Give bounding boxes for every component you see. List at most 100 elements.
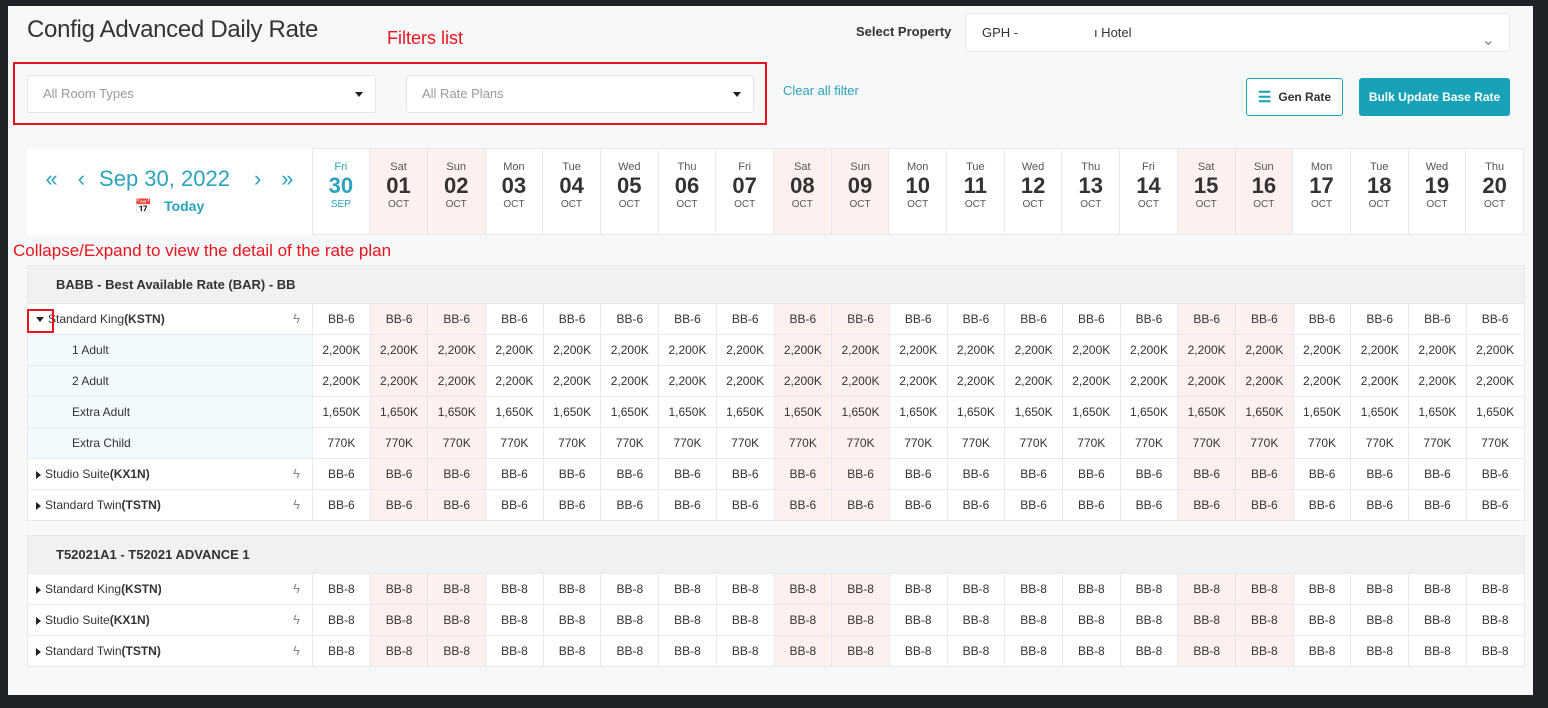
rate-cell[interactable]: 770K bbox=[888, 427, 948, 459]
rate-cell[interactable]: BB-8 bbox=[427, 635, 487, 667]
rate-cell[interactable]: BB-8 bbox=[658, 604, 717, 636]
rate-cell[interactable]: 1,650K bbox=[1119, 396, 1179, 428]
rate-cell[interactable]: BB-8 bbox=[1177, 635, 1236, 667]
rate-cell[interactable]: 2,200K bbox=[485, 334, 544, 366]
clear-all-filter-link[interactable]: Clear all filter bbox=[783, 83, 859, 98]
rate-cell[interactable]: BB-8 bbox=[1350, 635, 1410, 667]
rate-cell[interactable]: BB-8 bbox=[1004, 573, 1063, 605]
rate-cell[interactable]: BB-6 bbox=[542, 303, 602, 335]
rate-cell[interactable]: BB-8 bbox=[946, 604, 1006, 636]
rate-cell[interactable]: 770K bbox=[1235, 427, 1294, 459]
rate-cell[interactable]: 2,200K bbox=[946, 365, 1006, 397]
rate-cell[interactable]: BB-8 bbox=[369, 604, 429, 636]
rate-cell[interactable]: 770K bbox=[773, 427, 833, 459]
rate-cell[interactable]: BB-8 bbox=[715, 573, 775, 605]
rate-cell[interactable]: 770K bbox=[715, 427, 775, 459]
bolt-icon[interactable]: ϟ bbox=[293, 581, 300, 596]
rate-cell[interactable]: 2,200K bbox=[1408, 334, 1467, 366]
rate-cell[interactable]: BB-6 bbox=[1177, 303, 1236, 335]
rate-cell[interactable]: 2,200K bbox=[1119, 334, 1179, 366]
rate-cell[interactable]: BB-8 bbox=[773, 635, 833, 667]
current-date[interactable]: Sep 30, 2022 bbox=[99, 166, 230, 191]
expand-toggle-icon[interactable] bbox=[36, 616, 41, 625]
rate-cell[interactable]: BB-6 bbox=[1408, 489, 1467, 521]
rate-cell[interactable]: BB-8 bbox=[1408, 604, 1467, 636]
rate-cell[interactable]: 1,650K bbox=[1408, 396, 1467, 428]
rate-cell[interactable]: 1,650K bbox=[715, 396, 775, 428]
rate-cell[interactable]: BB-6 bbox=[1465, 458, 1525, 490]
rate-cell[interactable]: BB-8 bbox=[831, 573, 890, 605]
rate-cell[interactable]: BB-8 bbox=[773, 604, 833, 636]
rate-cell[interactable]: BB-8 bbox=[542, 635, 602, 667]
rate-cell[interactable]: 2,200K bbox=[1061, 334, 1121, 366]
first-page-button[interactable]: « bbox=[45, 166, 58, 191]
rate-cell[interactable]: BB-8 bbox=[369, 573, 429, 605]
rate-cell[interactable]: 770K bbox=[1177, 427, 1236, 459]
rate-cell[interactable]: BB-8 bbox=[1004, 604, 1063, 636]
expand-toggle-icon[interactable] bbox=[36, 470, 41, 479]
rate-cell[interactable]: BB-6 bbox=[485, 458, 544, 490]
rate-cell[interactable]: BB-6 bbox=[773, 303, 833, 335]
rate-cell[interactable]: 2,200K bbox=[831, 365, 890, 397]
rate-cell[interactable]: BB-6 bbox=[1408, 303, 1467, 335]
rate-cell[interactable]: BB-6 bbox=[312, 458, 371, 490]
rate-cell[interactable]: 2,200K bbox=[1292, 334, 1352, 366]
rate-cell[interactable]: BB-8 bbox=[600, 604, 660, 636]
rate-cell[interactable]: BB-6 bbox=[369, 458, 429, 490]
rate-cell[interactable]: BB-8 bbox=[1235, 573, 1294, 605]
rate-cell[interactable]: 2,200K bbox=[1292, 365, 1352, 397]
rate-cell[interactable]: BB-6 bbox=[1177, 458, 1236, 490]
rate-cell[interactable]: 1,650K bbox=[1235, 396, 1294, 428]
rate-cell[interactable]: BB-8 bbox=[831, 604, 890, 636]
rate-cell[interactable]: BB-6 bbox=[1004, 303, 1063, 335]
rate-cell[interactable]: BB-8 bbox=[1465, 573, 1525, 605]
rate-cell[interactable]: BB-6 bbox=[1292, 458, 1352, 490]
rate-cell[interactable]: 2,200K bbox=[831, 334, 890, 366]
rate-cell[interactable]: 2,200K bbox=[715, 365, 775, 397]
rate-cell[interactable]: 770K bbox=[485, 427, 544, 459]
rate-cell[interactable]: BB-6 bbox=[485, 489, 544, 521]
rate-cell[interactable]: 2,200K bbox=[1004, 365, 1063, 397]
rate-cell[interactable]: 770K bbox=[1061, 427, 1121, 459]
next-button[interactable]: › bbox=[253, 166, 262, 191]
rate-cell[interactable]: BB-8 bbox=[1177, 604, 1236, 636]
rate-cell[interactable]: 770K bbox=[1119, 427, 1179, 459]
rate-cell[interactable]: BB-8 bbox=[1292, 573, 1352, 605]
rate-cell[interactable]: 2,200K bbox=[1350, 365, 1410, 397]
rate-cell[interactable]: BB-8 bbox=[312, 635, 371, 667]
rate-cell[interactable]: BB-6 bbox=[1119, 303, 1179, 335]
rate-cell[interactable]: 1,650K bbox=[1292, 396, 1352, 428]
property-select[interactable]: GPH - ı Hotel ⌄ bbox=[965, 13, 1510, 52]
rate-cell[interactable]: BB-8 bbox=[542, 573, 602, 605]
rate-cell[interactable]: 2,200K bbox=[1235, 334, 1294, 366]
rate-cell[interactable]: 770K bbox=[427, 427, 487, 459]
rate-cell[interactable]: 770K bbox=[658, 427, 717, 459]
expand-toggle-icon[interactable] bbox=[36, 647, 41, 656]
rate-cell[interactable]: 1,650K bbox=[427, 396, 487, 428]
rate-cell[interactable]: BB-8 bbox=[888, 635, 948, 667]
rate-cell[interactable]: 2,200K bbox=[888, 334, 948, 366]
rate-cell[interactable]: BB-8 bbox=[1350, 604, 1410, 636]
rate-cell[interactable]: 2,200K bbox=[1061, 365, 1121, 397]
rate-cell[interactable]: BB-8 bbox=[946, 573, 1006, 605]
rate-cell[interactable]: BB-8 bbox=[600, 573, 660, 605]
rate-cell[interactable]: BB-8 bbox=[831, 635, 890, 667]
rate-cell[interactable]: BB-8 bbox=[312, 573, 371, 605]
rate-cell[interactable]: 770K bbox=[600, 427, 660, 459]
rate-cell[interactable]: BB-6 bbox=[1119, 458, 1179, 490]
rate-cell[interactable]: BB-6 bbox=[542, 489, 602, 521]
rate-cell[interactable]: BB-6 bbox=[1235, 458, 1294, 490]
bolt-icon[interactable]: ϟ bbox=[293, 497, 300, 512]
rate-cell[interactable]: BB-8 bbox=[946, 635, 1006, 667]
rate-cell[interactable]: 1,650K bbox=[1061, 396, 1121, 428]
rate-cell[interactable]: BB-6 bbox=[369, 489, 429, 521]
rate-cell[interactable]: BB-6 bbox=[600, 303, 660, 335]
rate-cell[interactable]: 1,650K bbox=[1177, 396, 1236, 428]
rate-cell[interactable]: BB-8 bbox=[1119, 604, 1179, 636]
rate-cell[interactable]: BB-6 bbox=[1465, 489, 1525, 521]
rate-plan-title[interactable]: BABB - Best Available Rate (BAR) - BB bbox=[27, 265, 1525, 304]
rate-cell[interactable]: BB-8 bbox=[888, 604, 948, 636]
rate-cell[interactable]: 2,200K bbox=[773, 365, 833, 397]
rate-cell[interactable]: 2,200K bbox=[1004, 334, 1063, 366]
rate-cell[interactable]: BB-8 bbox=[658, 635, 717, 667]
